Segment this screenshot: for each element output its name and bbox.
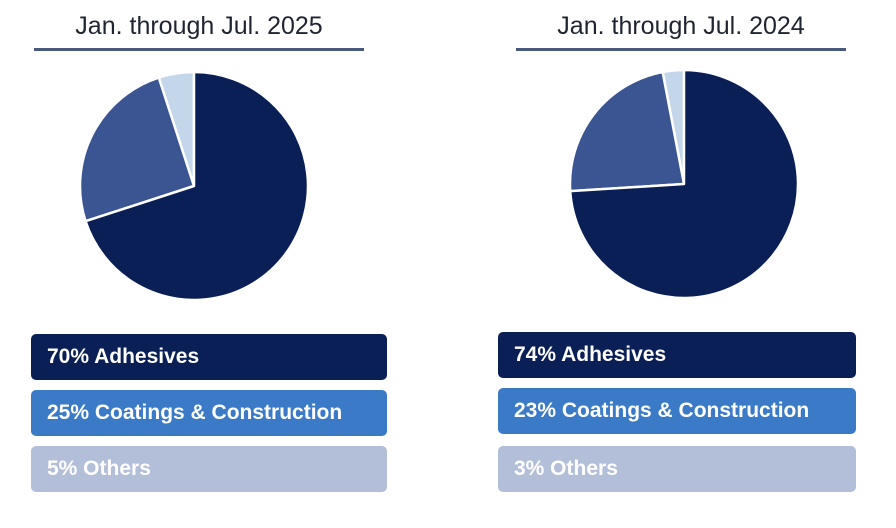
legend-item-others: 5% Others	[31, 446, 387, 492]
pie-slice-adhesives	[84, 70, 310, 302]
chart-title: Jan. through Jul. 2024	[557, 12, 805, 40]
chart-panel-2025: Jan. through Jul. 2025 70% Adhesives 25%…	[0, 0, 400, 528]
legend-item-adhesives: 70% Adhesives	[31, 334, 387, 380]
legend-item-coatings-construction: 23% Coatings & Construction	[498, 388, 856, 434]
chart-title: Jan. through Jul. 2025	[75, 12, 323, 40]
legend-item-adhesives: 74% Adhesives	[498, 332, 856, 378]
chart-panel-2024: Jan. through Jul. 2024 74% Adhesives 23%…	[480, 0, 880, 528]
pie-chart	[78, 70, 310, 302]
pie-slice-adhesives	[568, 68, 800, 300]
title-divider	[34, 48, 364, 51]
pie-chart	[568, 68, 800, 300]
pie-slice-coatings-construction	[568, 70, 686, 193]
legend-item-coatings-construction: 25% Coatings & Construction	[31, 390, 387, 436]
legend-item-others: 3% Others	[498, 446, 856, 492]
title-divider	[516, 48, 846, 51]
pie-slice-coatings-construction	[78, 76, 196, 223]
